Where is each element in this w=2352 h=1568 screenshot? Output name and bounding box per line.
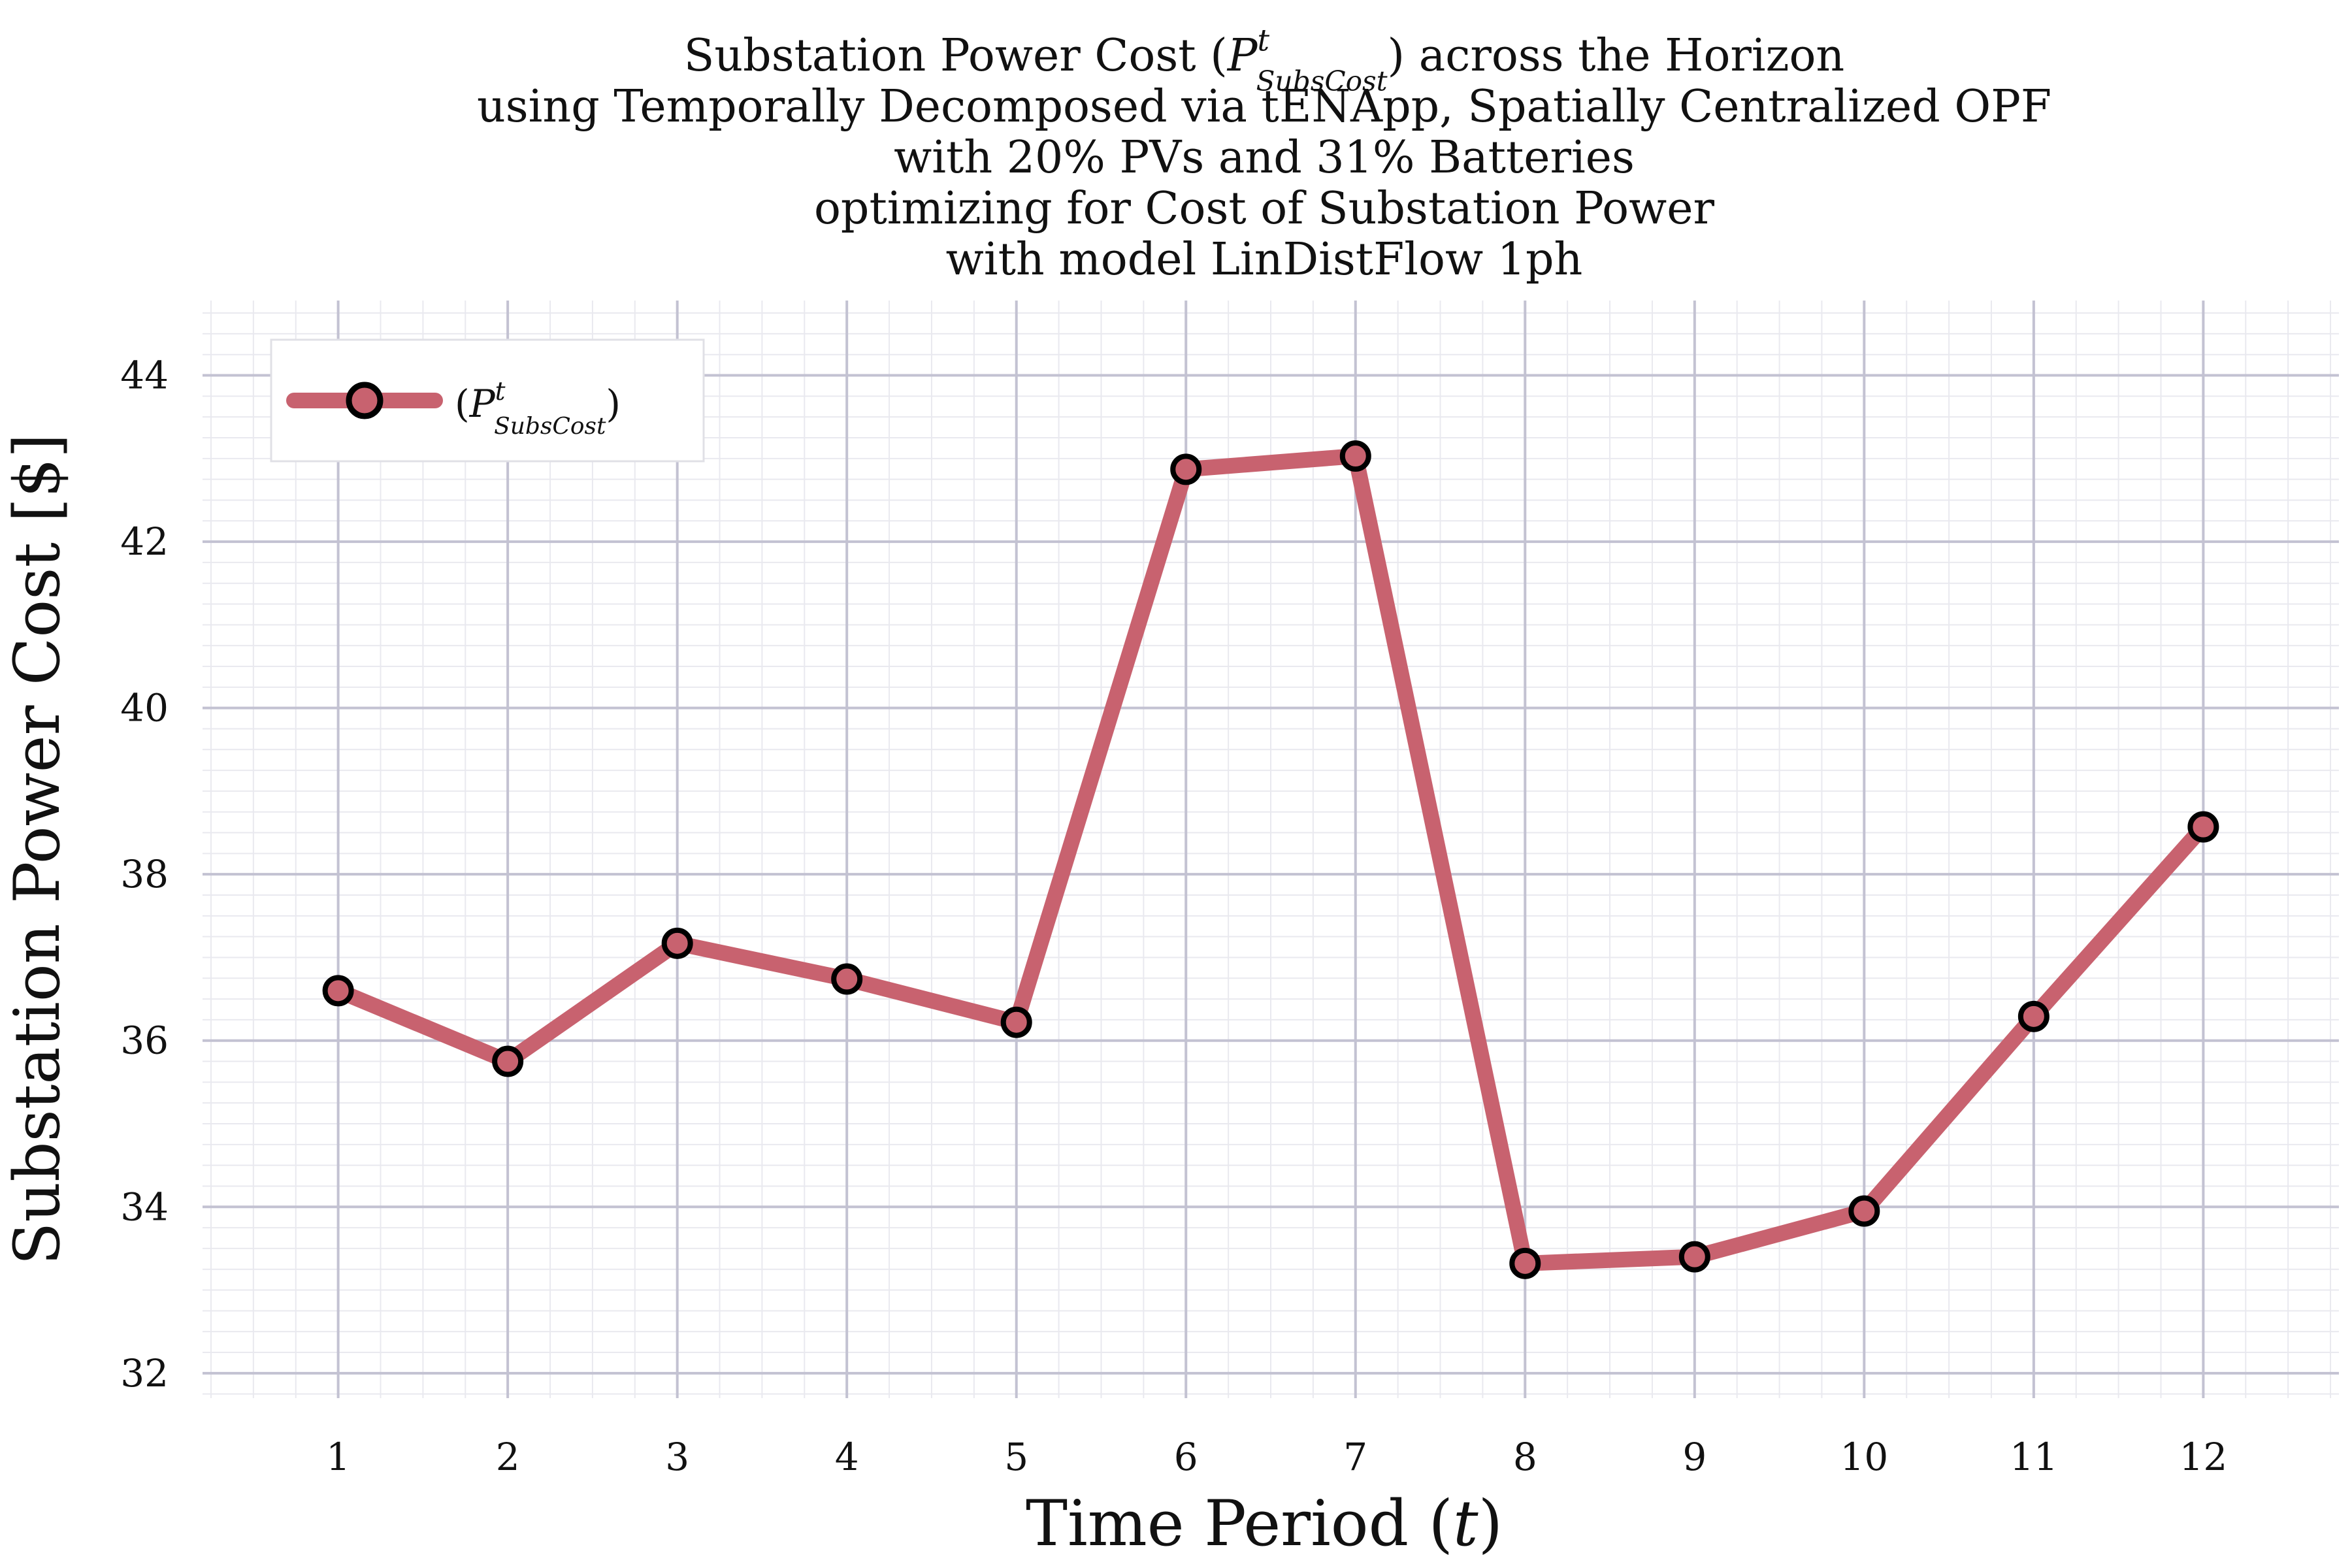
x-tick-label: 2 xyxy=(496,1435,520,1479)
x-tick-label: 5 xyxy=(1004,1435,1028,1479)
chart-title-line: with 20% PVs and 31% Batteries xyxy=(894,132,1635,184)
x-tick-label: 1 xyxy=(326,1435,350,1479)
y-tick-label: 34 xyxy=(120,1184,169,1229)
data-point xyxy=(1170,453,1202,485)
data-point xyxy=(1000,1006,1032,1038)
x-tick-label: 3 xyxy=(665,1435,689,1479)
data-point xyxy=(831,963,863,995)
y-axis-label: Substation Power Cost [$] xyxy=(1,433,74,1265)
x-tick-label: 11 xyxy=(2010,1435,2058,1479)
x-tick-label: 7 xyxy=(1343,1435,1367,1479)
y-tick-label: 38 xyxy=(120,852,169,896)
data-point xyxy=(2017,1000,2050,1032)
data-point xyxy=(661,927,693,959)
data-point xyxy=(2187,811,2219,843)
data-point xyxy=(492,1045,524,1077)
data-point xyxy=(1509,1247,1541,1279)
y-tick-label: 36 xyxy=(120,1019,169,1063)
y-tick-label: 44 xyxy=(120,353,169,398)
legend: (Pt SubsCost) xyxy=(270,338,705,463)
x-axis-ticks: 1 2 3 4 5 6 7 8 9 10 11 12 xyxy=(326,1435,2227,1479)
minor-grid xyxy=(203,301,2339,1398)
x-tick-label: 9 xyxy=(1682,1435,1707,1479)
x-tick-label: 4 xyxy=(835,1435,859,1479)
data-point xyxy=(1848,1195,1880,1227)
chart-title-line: Substation Power Cost (Pt SubsCost) acros… xyxy=(684,22,1844,97)
x-tick-label: 10 xyxy=(1840,1435,1888,1479)
chart-title: Substation Power Cost (Pt SubsCost) acros… xyxy=(477,22,2051,286)
data-point xyxy=(1339,440,1371,472)
y-axis-ticks: 32 34 36 38 40 42 44 xyxy=(120,353,169,1396)
chart-title-line: using Temporally Decomposed via tENApp, … xyxy=(477,81,2051,133)
x-tick-label: 12 xyxy=(2179,1435,2227,1479)
x-axis-label: Time Period (t) xyxy=(1026,1487,1503,1560)
y-tick-label: 42 xyxy=(120,519,169,564)
x-tick-label: 8 xyxy=(1513,1435,1537,1479)
chart-title-line: optimizing for Cost of Substation Power xyxy=(814,183,1715,235)
y-tick-label: 40 xyxy=(120,686,169,730)
y-tick-label: 32 xyxy=(120,1351,169,1396)
data-point xyxy=(322,975,354,1007)
series-line xyxy=(330,448,2212,1271)
legend-label: (Pt SubsCost) xyxy=(455,376,621,440)
data-series xyxy=(322,440,2219,1279)
legend-marker xyxy=(346,382,384,419)
chart-title-line: with model LinDistFlow 1ph xyxy=(946,234,1583,286)
x-tick-label: 6 xyxy=(1174,1435,1198,1479)
data-point xyxy=(1678,1241,1710,1273)
